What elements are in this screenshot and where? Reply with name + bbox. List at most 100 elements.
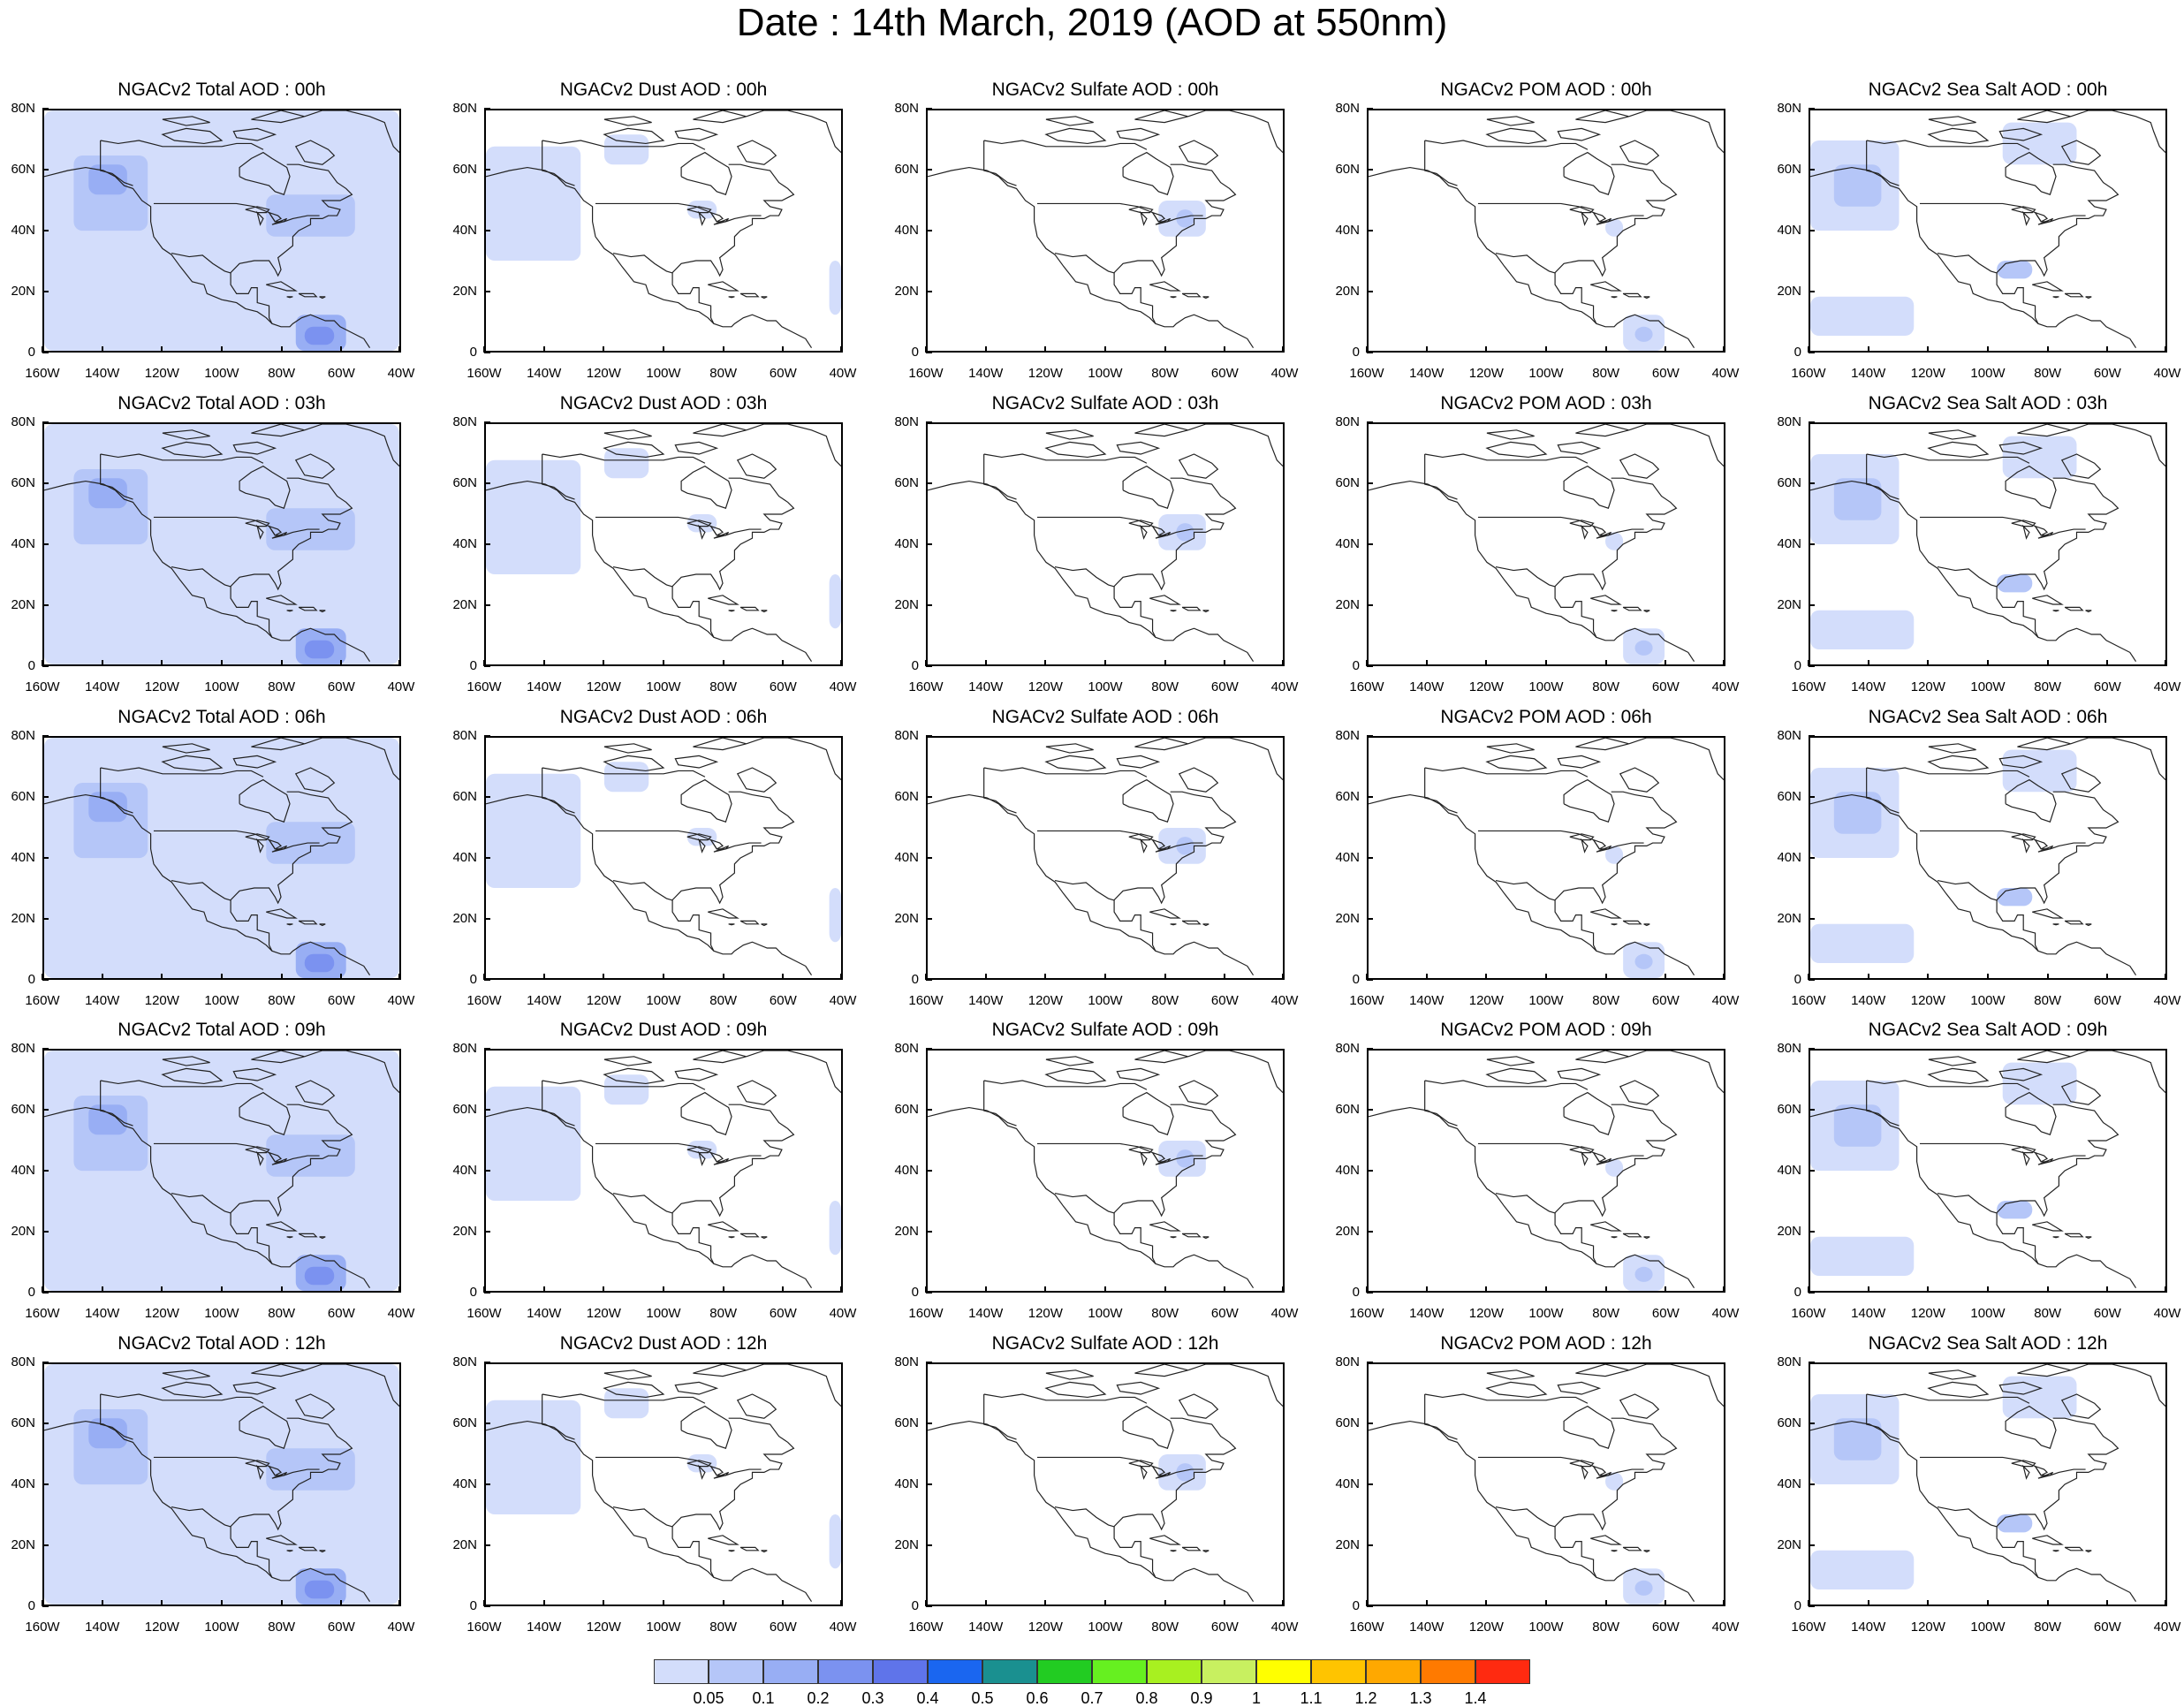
island-outline [1181,1546,1202,1551]
lon-tick [1808,660,1809,666]
lon-tick [984,974,987,980]
map-plot-area [42,422,401,666]
lon-tick [1224,660,1226,666]
coastline [1369,793,1695,975]
lon-tick-label: 100W [1088,1620,1123,1635]
lon-tick [663,1600,664,1606]
map-panel: NGACv2 Total AOD : 09h 80N 60N 40N 20N 0 160W 1… [11,1018,414,1323]
island-outline [1927,1067,1990,1085]
island-outline [1575,738,1629,751]
island-outline [1134,1364,1188,1377]
lat-tick [1809,482,1815,484]
lon-tick-label: 60W [327,993,355,1008]
lon-tick [984,1286,987,1293]
aod-map [44,1364,399,1605]
island-outline [1178,1080,1219,1105]
lon-tick [925,974,927,980]
aod-map [1369,1364,1724,1605]
great-lake-outline [2034,525,2049,536]
island-outline [603,1067,665,1085]
national-border [1495,252,1556,274]
lat-tick [926,979,932,981]
island-outline [162,743,210,754]
coastline [1810,793,2137,975]
lon-tick-label: 100W [646,1306,681,1321]
lat-tick-label: 40N [894,536,919,551]
national-border [1866,1081,1900,1127]
island-outline [674,755,719,769]
aod-region [1810,1550,1915,1589]
lon-tick-label: 60W [1651,1306,1680,1321]
lon-tick-label: 80W [709,366,738,381]
island-outline [2052,296,2059,299]
lat-tick-label: 40N [1777,536,1801,551]
island-outline [319,296,326,300]
island-outline [1590,281,1622,292]
lon-tick-label: 160W [908,993,944,1008]
arctic-coastline [983,453,1148,464]
national-border [1937,879,1998,901]
map-plot-area [1809,422,2167,666]
lat-tick-label: 20N [894,284,919,299]
colorbar-swatch [873,1659,928,1684]
island-outline [1485,127,1548,145]
panel-title: NGACv2 Sulfate AOD : 09h [991,1020,1219,1040]
great-lake-outline [1581,1150,1589,1166]
island-outline [761,1236,768,1240]
lat-tick [484,1422,490,1424]
lon-tick [483,1600,485,1606]
national-border [153,830,320,850]
lat-tick-label: 0 [1793,1598,1801,1613]
map-plot-area [1367,736,1725,980]
lon-tick [1104,1600,1106,1606]
lon-tick [542,1600,545,1606]
lon-tick [840,346,842,353]
lat-tick [1367,352,1373,353]
island-outline [1202,1236,1210,1240]
national-border [542,140,575,186]
aod-region [1997,888,2033,907]
aod-region [1634,640,1653,656]
lon-tick-label: 60W [327,1306,355,1321]
island-outline [1643,296,1650,300]
lon-tick-label: 40W [1711,679,1740,694]
aod-region [486,1400,581,1514]
arctic-coastline [542,1080,706,1090]
island-outline [2064,1546,2084,1551]
map-plot-area [1367,422,1725,666]
coastline [671,163,795,324]
island-outline [2064,1233,2084,1238]
lon-tick-label: 160W [466,993,502,1008]
lat-tick-label: 60N [452,475,477,490]
map-plot-area [926,109,1285,353]
island-outline [736,767,777,793]
lon-tick-label: 40W [829,679,857,694]
map-plot-area [484,422,843,666]
island-outline [1044,441,1107,459]
island-outline [232,1381,277,1395]
island-outline [1486,116,1535,126]
aod-region [1810,296,1915,336]
lon-tick [603,1600,605,1606]
island-outline [2085,923,2092,927]
great-lake-outline [1140,1464,1148,1480]
aod-map [1369,1051,1724,1291]
lon-tick-label: 140W [85,993,120,1008]
lon-tick-label: 80W [1151,1620,1179,1635]
island-outline [708,281,739,292]
island-outline [1611,1236,1618,1239]
lat-tick [1809,230,1815,231]
panel-title: NGACv2 Sea Salt AOD : 09h [1868,1020,2108,1040]
lat-tick-label: 0 [1793,658,1801,673]
lon-tick-label: 40W [2153,993,2181,1008]
hudson-bay-coastline [2005,465,2057,509]
lon-tick [1224,1600,1226,1606]
lat-tick-label: 60N [11,162,35,177]
island-outline [1202,296,1210,300]
lon-tick-label: 40W [2153,1306,2181,1321]
national-border [100,454,133,500]
island-outline [736,1080,777,1105]
lon-tick [280,974,283,980]
coastline [1113,1104,1237,1264]
coastline [1996,477,2120,638]
